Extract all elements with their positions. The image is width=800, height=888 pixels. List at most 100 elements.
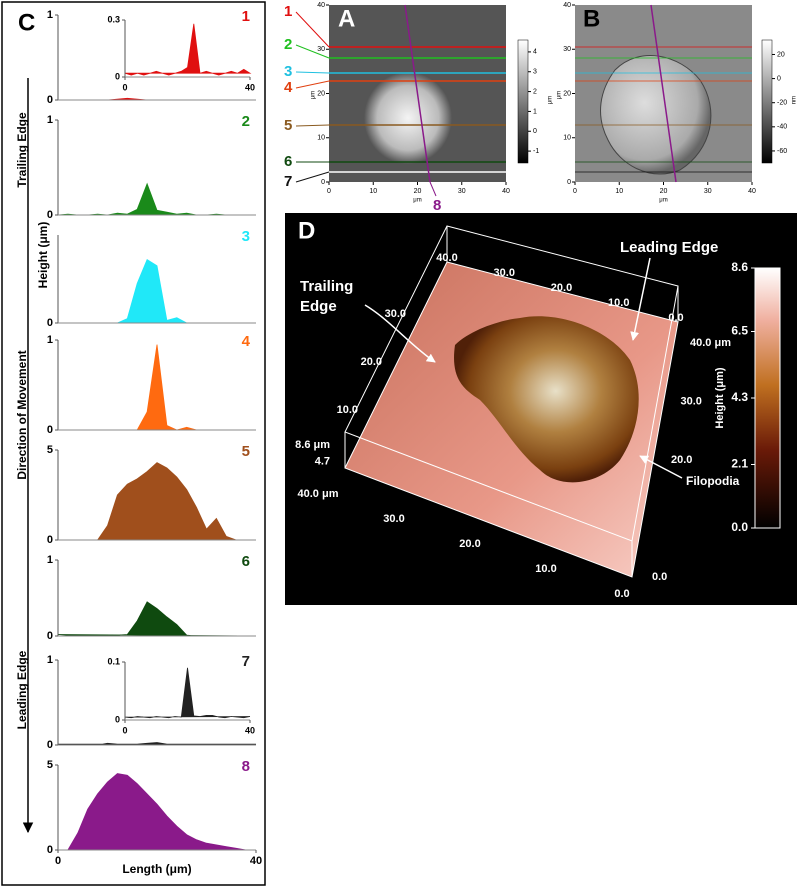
colorbar-tick-label: 6.5 — [731, 324, 748, 338]
y-tick-label: 0 — [47, 739, 53, 751]
profile-line-label: 2 — [284, 36, 292, 53]
panel-c-frame — [1, 1, 266, 886]
y-tick-label: 0 — [567, 179, 571, 186]
axis-tick-label: 40.0 μm — [690, 337, 731, 349]
y-axis-label: μm — [557, 91, 563, 99]
panel-label: D — [298, 217, 315, 244]
side-label: Trailing Edge — [15, 112, 29, 188]
y-axis-label: μm — [311, 91, 317, 99]
profile-line-label: 6 — [284, 153, 292, 170]
y-tick-label: 0 — [115, 71, 120, 81]
y-tick-label: 10 — [563, 135, 571, 142]
profile-area — [57, 601, 257, 637]
axis-tick-label: 20.0 — [671, 454, 692, 466]
colorbar-tick-label: 3 — [533, 69, 537, 76]
y-axis-label: Height (μm) — [36, 222, 50, 289]
label-leader — [295, 44, 330, 59]
colorbar-tick-label: 20 — [777, 51, 785, 58]
colorbar-tick-label: -60 — [777, 148, 787, 155]
colorbar-tick-label: -1 — [533, 148, 539, 155]
y-tick-label: 1 — [47, 114, 53, 126]
x-tick-label: 20 — [414, 188, 422, 195]
profile-line-label: 8 — [433, 197, 441, 214]
colorbar-tick-label: -40 — [777, 124, 787, 131]
x-tick-label: 40 — [245, 725, 255, 735]
axis-tick-label: 20.0 — [459, 538, 480, 550]
y-tick-label: 0.3 — [107, 14, 120, 24]
colorbar-tick-label: 0 — [533, 128, 537, 135]
label-leader — [295, 11, 330, 48]
colorbar-tick-label: -20 — [777, 100, 787, 107]
profile-line-label: 4 — [284, 79, 293, 96]
label-leader — [295, 124, 330, 127]
profile-line-label: 3 — [284, 63, 292, 80]
colorbar-tick-label: 8.6 — [731, 260, 748, 274]
x-tick-label: 0 — [122, 725, 127, 735]
axis-tick-label: 10.0 — [535, 563, 556, 575]
profile-number: 5 — [242, 443, 250, 460]
annotation: Filopodia — [686, 474, 740, 488]
y-tick-label: 0 — [47, 94, 53, 106]
y-tick-label: 0 — [47, 844, 53, 856]
profile-line — [650, 4, 677, 183]
profile-line — [404, 4, 431, 183]
axis-tick-label: 10.0 — [337, 404, 358, 416]
colorbar-tick-label: 0.0 — [731, 520, 748, 534]
axis-tick-label: 0.0 — [652, 571, 667, 583]
axis-tick-label: 30.0 — [383, 513, 404, 525]
x-tick-label: 0 — [122, 82, 127, 92]
profile-number: 7 — [242, 653, 250, 670]
y-tick-label: 5 — [47, 444, 53, 456]
x-axis-label: Length (μm) — [122, 862, 191, 876]
label-leader — [295, 71, 330, 74]
x-tick-label: 30 — [458, 188, 466, 195]
bounding-box — [344, 225, 679, 578]
profile-area — [57, 182, 256, 216]
y-tick-label: 0 — [47, 317, 53, 329]
x-tick-label: 30 — [704, 188, 712, 195]
colorbar-unit: nm — [792, 96, 798, 104]
profile-line-label: 7 — [284, 173, 292, 190]
y-tick-label: 40 — [317, 2, 325, 9]
x-tick-label: 40 — [748, 188, 756, 195]
profile-line-label: 1 — [284, 3, 292, 20]
x-tick-label: 40 — [250, 855, 262, 867]
y-tick-label: 20 — [317, 90, 325, 97]
profile-area — [58, 462, 256, 541]
label-leader — [429, 181, 437, 197]
colorbar-tick-label: 0 — [777, 75, 781, 82]
axis-tick-label: 8.6 μm — [295, 439, 330, 451]
y-tick-label: 10 — [317, 135, 325, 142]
axis-tick-label: 10.0 — [608, 297, 629, 309]
axis-tick-label: 40.0 — [436, 252, 457, 264]
side-label: Leading Edge — [15, 650, 29, 729]
y-tick-label: 0.1 — [107, 656, 120, 666]
y-tick-label: 0 — [47, 424, 53, 436]
axis-tick-label: 4.7 — [315, 456, 330, 468]
colorbar-tick-label: 2.1 — [731, 457, 748, 471]
profile-number: 6 — [242, 553, 250, 570]
profile-area — [58, 344, 256, 431]
axis-tick-label: 20.0 — [361, 356, 382, 368]
x-tick-label: 0 — [327, 188, 331, 195]
y-tick-label: 0 — [47, 630, 53, 642]
y-tick-label: 0 — [47, 209, 53, 221]
axis-tick-label: 30.0 — [681, 395, 702, 407]
axis-tick-label: 0.0 — [614, 588, 629, 600]
label-leader — [295, 80, 330, 89]
profile-number: 2 — [242, 113, 250, 130]
annotation: Leading Edge — [620, 239, 718, 256]
axis-tick-label: 20.0 — [551, 282, 572, 294]
colorbar — [517, 39, 529, 164]
y-tick-label: 0 — [47, 534, 53, 546]
profile-area — [124, 23, 252, 76]
y-tick-label: 30 — [563, 46, 571, 53]
x-tick-label: 10 — [369, 188, 377, 195]
y-tick-label: 5 — [47, 759, 53, 771]
colorbar-title: Height (μm) — [714, 367, 726, 428]
colorbar — [754, 267, 781, 529]
label-leader — [295, 171, 330, 183]
colorbar-tick-label: 1 — [533, 108, 537, 115]
x-axis-label: μm — [659, 198, 667, 204]
